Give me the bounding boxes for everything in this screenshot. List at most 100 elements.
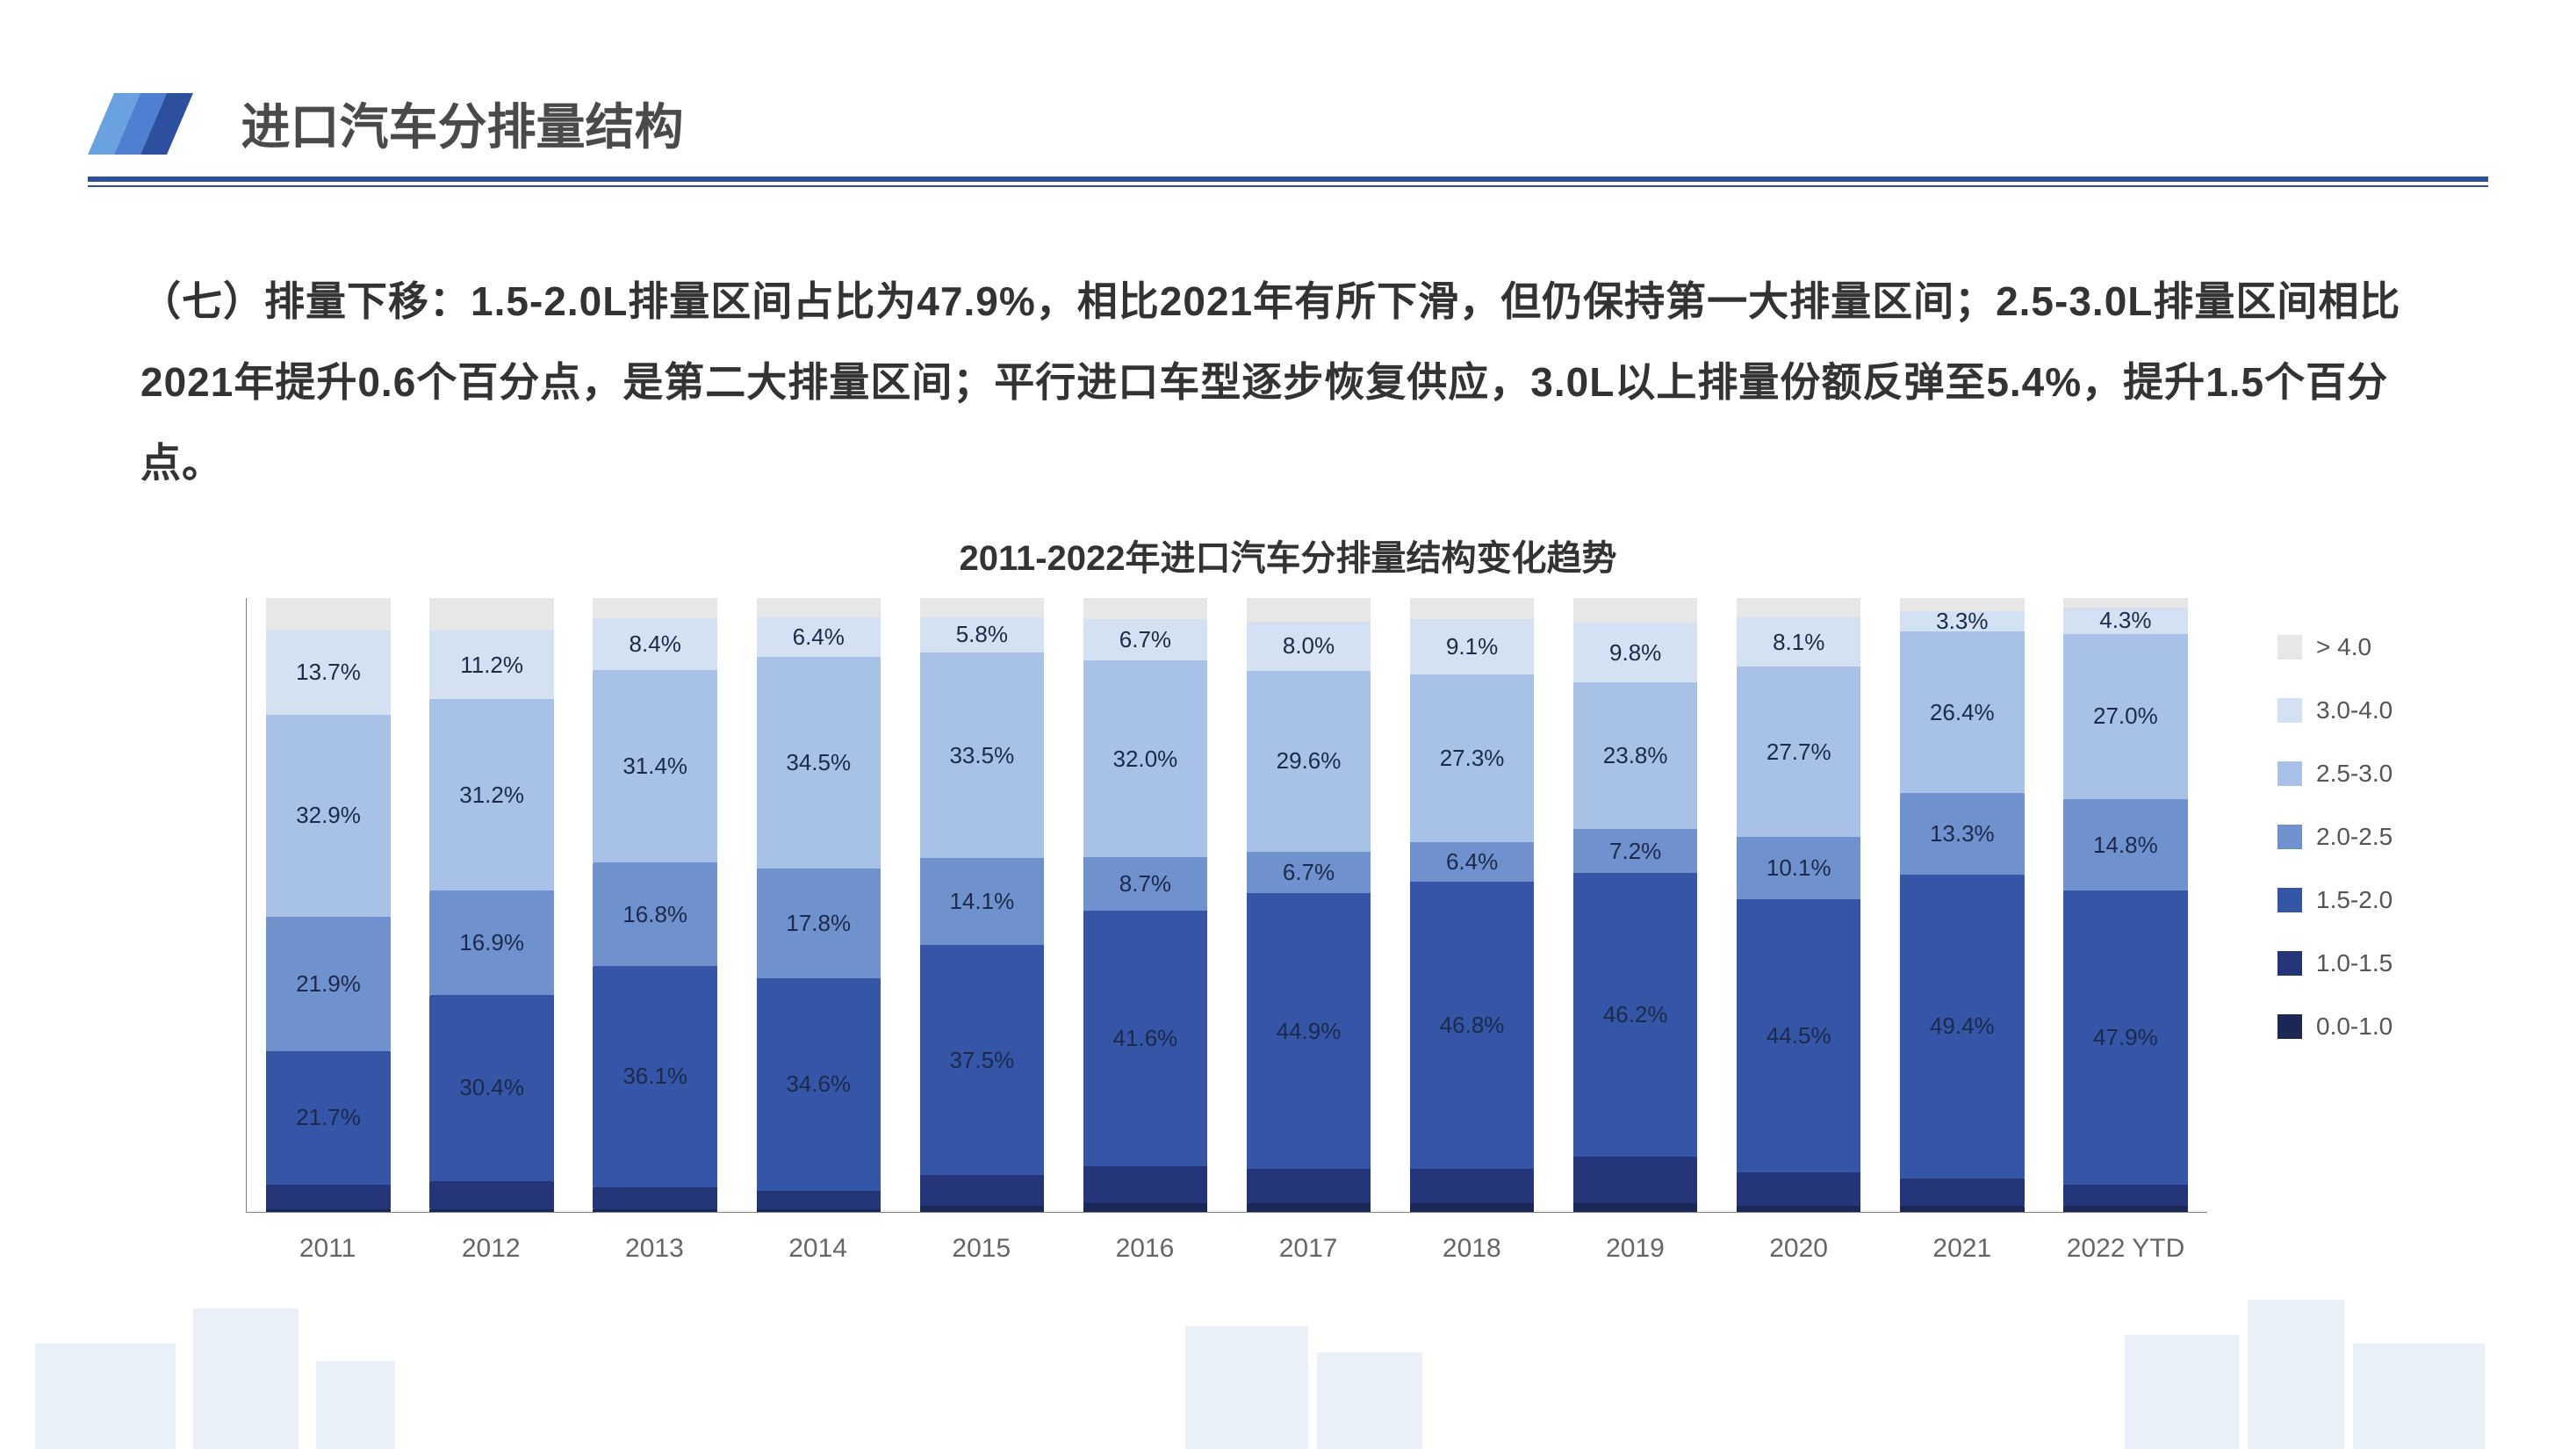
x-axis-label: 2022 YTD [2044, 1222, 2207, 1283]
x-axis-label: 2018 [1390, 1222, 1553, 1283]
page-title: 进口汽车分排量结构 [241, 88, 683, 159]
legend-label: 1.5-2.0 [2316, 886, 2393, 914]
x-axis-labels: 2011201220132014201520162017201820192020… [246, 1222, 2207, 1283]
bar-segment-label: 5.8% [956, 621, 1008, 648]
bar-segment-label: 37.5% [949, 1047, 1014, 1074]
bar-segment: 5.8% [920, 617, 1044, 653]
bar-segment-label: 41.6% [1113, 1025, 1178, 1052]
legend-swatch [2277, 825, 2302, 849]
bar-segment-label: 13.3% [1930, 820, 1995, 847]
bar-segment: 31.4% [593, 670, 716, 862]
bar-column: 41.6% 8.7% 32.0% 6.7% [1063, 598, 1227, 1212]
bar-segment: 46.8% [1410, 882, 1534, 1169]
bar-segment-label: 32.9% [296, 802, 361, 829]
bar-segment-label: 27.7% [1767, 739, 1831, 766]
bar-segment [1247, 1203, 1371, 1212]
bar-segment [266, 598, 390, 631]
legend-swatch [2277, 1014, 2302, 1039]
bar-segment [1573, 1157, 1697, 1202]
bar-segment: 31.2% [429, 699, 553, 890]
bar-segment-label: 34.6% [786, 1071, 851, 1098]
bar-segment-label: 27.0% [2093, 703, 2158, 730]
bar-segment: 46.2% [1573, 873, 1697, 1157]
bar-segment: 6.7% [1247, 852, 1371, 893]
bar-segment: 9.8% [1573, 623, 1697, 683]
bar: 34.6%17.8%34.5%6.4% [757, 598, 881, 1212]
x-axis-label: 2020 [1717, 1222, 1881, 1283]
legend-swatch [2277, 698, 2302, 723]
bar: 37.5% 14.1% 33.5% 5.8% [920, 598, 1044, 1212]
bar-column: 34.6%17.8%34.5%6.4% [737, 598, 900, 1212]
bar-segment: 8.4% [593, 618, 716, 670]
bar-segment-label: 14.1% [949, 888, 1014, 915]
bar-segment-label: 33.5% [949, 742, 1014, 769]
stacked-bar-chart: 21.7% 21.9% 32.9% 13.7%30.4%16.9%31.2%11.2%… [246, 598, 2488, 1283]
bar-segment: 32.0% [1083, 660, 1207, 857]
bar-segment-label: 32.0% [1113, 746, 1178, 773]
bar-segment [920, 598, 1044, 617]
legend-swatch [2277, 635, 2302, 660]
legend-swatch [2277, 951, 2302, 976]
bar-segment-label: 49.4% [1930, 1013, 1995, 1040]
bar-segment [2063, 598, 2187, 607]
bar-segment [2063, 1206, 2187, 1212]
bar-segment [757, 1191, 881, 1209]
bar-segment-label: 6.7% [1119, 626, 1171, 653]
bar-segment-label: 4.3% [2099, 607, 2151, 634]
bar-segment-label: 23.8% [1603, 742, 1668, 769]
bars-row: 21.7% 21.9% 32.9% 13.7%30.4%16.9%31.2%11.2%… [247, 598, 2207, 1212]
bar-segment [1083, 598, 1207, 619]
bar: 21.7% 21.9% 32.9% 13.7% [266, 598, 390, 1212]
bar-segment: 13.3% [1900, 793, 2024, 875]
legend-label: 1.0-1.5 [2316, 949, 2393, 977]
bar-segment: 21.9% [266, 917, 390, 1051]
bar-segment [1900, 1206, 2024, 1212]
x-axis-label: 2012 [409, 1222, 572, 1283]
bar-segment [757, 598, 881, 617]
bar-segment-label: 21.7% [296, 1104, 361, 1131]
bar-segment: 7.2% [1573, 829, 1697, 873]
bar-segment [266, 1209, 390, 1212]
x-axis-label: 2014 [737, 1222, 900, 1283]
bar-segment: 16.9% [429, 890, 553, 994]
bar: 36.1%16.8%31.4%8.4% [593, 598, 716, 1212]
bar-segment [1737, 1206, 1860, 1212]
bar-segment: 3.3% [1900, 611, 2024, 631]
bar-segment: 17.8% [757, 869, 881, 977]
bar-segment: 30.4% [429, 995, 553, 1181]
bar: 44.9%6.7%29.6%8.0% [1247, 598, 1371, 1212]
bar-segment [1900, 1179, 2024, 1206]
chart-plot-area: 21.7% 21.9% 32.9% 13.7%30.4%16.9%31.2%11.2%… [246, 598, 2207, 1213]
bar-segment-label: 8.7% [1119, 870, 1171, 898]
bar-segment: 8.0% [1247, 622, 1371, 671]
bar-segment: 13.7% [266, 631, 390, 715]
bar-segment [593, 1187, 716, 1208]
bar-segment: 14.1% [920, 858, 1044, 945]
bar-segment: 6.7% [1083, 619, 1207, 660]
bar: 46.2%7.2% 23.8% 9.8% [1573, 598, 1697, 1212]
bar-segment [1573, 1203, 1697, 1212]
legend-item: 2.5-3.0 [2277, 760, 2488, 788]
x-axis-label: 2011 [246, 1222, 409, 1283]
title-bars-icon [88, 93, 202, 155]
bar: 44.5%10.1%27.7%8.1% [1737, 598, 1860, 1212]
bar-segment [1410, 1203, 1534, 1212]
legend-label: 2.5-3.0 [2316, 760, 2393, 788]
bar-segment: 34.6% [757, 978, 881, 1191]
bar-segment: 21.7% [266, 1051, 390, 1185]
bar-segment: 8.7% [1083, 857, 1207, 911]
bar-segment [757, 1209, 881, 1212]
bar-segment-label: 6.4% [793, 624, 845, 651]
bar-segment: 32.9% [266, 715, 390, 917]
bar-column: 47.9%14.8%27.0%4.3% [2044, 598, 2207, 1212]
legend-item: 3.0-4.0 [2277, 696, 2488, 724]
bar-segment [429, 598, 553, 631]
bar-column: 30.4%16.9%31.2%11.2% [410, 598, 573, 1212]
bar-segment-label: 9.8% [1609, 639, 1661, 667]
legend-swatch [2277, 888, 2302, 912]
bar-segment: 23.8% [1573, 682, 1697, 828]
bar-segment [1737, 598, 1860, 617]
bar-segment-label: 10.1% [1767, 854, 1831, 882]
bar-segment [593, 1209, 716, 1212]
bar-column: 44.9%6.7%29.6%8.0% [1227, 598, 1390, 1212]
